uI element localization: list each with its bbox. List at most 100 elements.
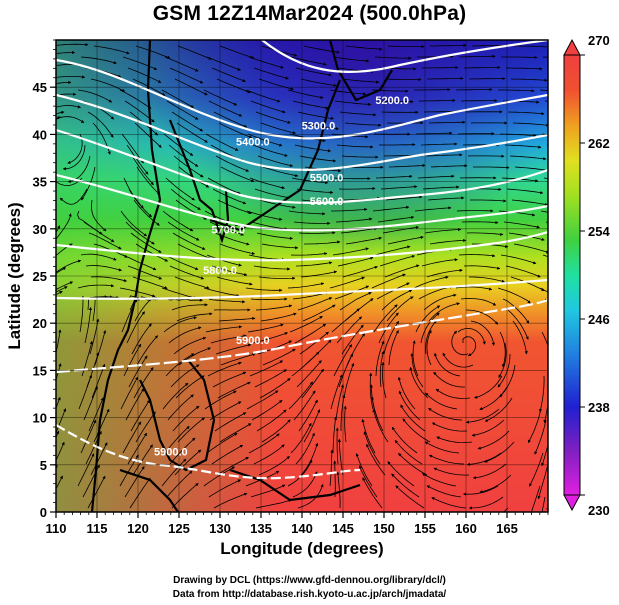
x-tick-label: 120 [127, 521, 149, 536]
streamline [56, 177, 83, 187]
streamline [465, 309, 499, 325]
streamline [296, 188, 334, 194]
streamline [301, 368, 324, 399]
streamline [463, 65, 501, 70]
streamline [334, 100, 372, 106]
streamline [378, 312, 399, 344]
x-tick-label: 145 [332, 521, 354, 536]
streamline [288, 210, 326, 216]
streamline [56, 267, 67, 274]
streamline [342, 265, 379, 278]
streamline [217, 199, 252, 215]
streamline [87, 111, 114, 138]
streamline [332, 416, 337, 454]
y-tick-label: 10 [33, 411, 47, 426]
streamline [424, 227, 462, 234]
streamline [208, 100, 243, 117]
streamline [331, 207, 368, 212]
streamline [168, 326, 202, 344]
streamline [299, 155, 337, 163]
streamline [388, 163, 426, 168]
streamline [248, 433, 280, 454]
streamline [340, 227, 378, 234]
streamline [338, 186, 376, 191]
streamline [372, 408, 389, 443]
contour-label: 5300.0 [302, 121, 336, 133]
streamline [527, 408, 542, 444]
streamline [256, 409, 287, 432]
streamline [174, 276, 210, 290]
streamline [128, 188, 152, 218]
streamline [421, 473, 457, 487]
streamline [122, 254, 157, 271]
y-tick-label: 45 [33, 80, 47, 95]
streamline [304, 240, 341, 245]
streamline [135, 45, 171, 59]
streamline [510, 276, 545, 291]
streamline [541, 331, 548, 347]
streamline [162, 210, 194, 232]
streamline [550, 398, 554, 434]
streamline [258, 455, 290, 476]
streamline [56, 110, 65, 115]
streamline [290, 56, 327, 66]
streamline [484, 397, 513, 422]
streamline [336, 471, 341, 509]
streamline [343, 405, 347, 443]
streamline [329, 276, 365, 289]
streamline [126, 311, 145, 344]
streamline [203, 466, 235, 487]
streamline [497, 287, 531, 304]
streamline [370, 396, 384, 432]
streamline [56, 396, 61, 410]
streamline [249, 360, 284, 377]
streamline [511, 199, 548, 207]
streamline [427, 76, 464, 81]
streamline [372, 205, 410, 212]
streamline [246, 210, 283, 221]
streamline [336, 316, 362, 344]
streamline [417, 174, 455, 179]
credit-drawing: Drawing by DCL (https://www.gfd-dennou.o… [173, 575, 446, 586]
streamline [333, 460, 337, 498]
streamline [220, 353, 256, 366]
colorbar-scale [563, 54, 581, 496]
streamline [430, 164, 468, 168]
streamline [330, 374, 343, 410]
streamline [479, 474, 512, 494]
streamline [429, 238, 467, 245]
streamline [333, 176, 371, 181]
streamline [296, 360, 322, 388]
streamline [371, 273, 406, 289]
streamline [391, 426, 418, 454]
streamline [420, 312, 440, 344]
streamline [375, 174, 413, 179]
streamline [465, 408, 500, 424]
streamline [358, 465, 378, 498]
streamline [424, 441, 460, 454]
colorbar: 230 238 246 254 262 270 [563, 33, 610, 518]
streamline [255, 111, 291, 124]
streamline [93, 45, 130, 55]
streamline [297, 111, 334, 120]
streamline [391, 473, 420, 498]
streamline [503, 221, 541, 229]
streamline [208, 479, 242, 498]
streamline [422, 185, 460, 190]
streamline [127, 265, 163, 280]
streamline [455, 87, 493, 92]
streamline [209, 401, 242, 421]
streamline [433, 371, 465, 388]
streamline [219, 243, 256, 255]
streamline [431, 497, 467, 509]
streamline [260, 312, 297, 322]
streamline [59, 188, 88, 205]
streamline [421, 258, 458, 267]
streamline [466, 232, 504, 236]
streamline [56, 363, 62, 382]
streamline [427, 196, 465, 201]
streamline [161, 458, 187, 487]
streamline [205, 325, 243, 333]
streamline [295, 432, 315, 465]
